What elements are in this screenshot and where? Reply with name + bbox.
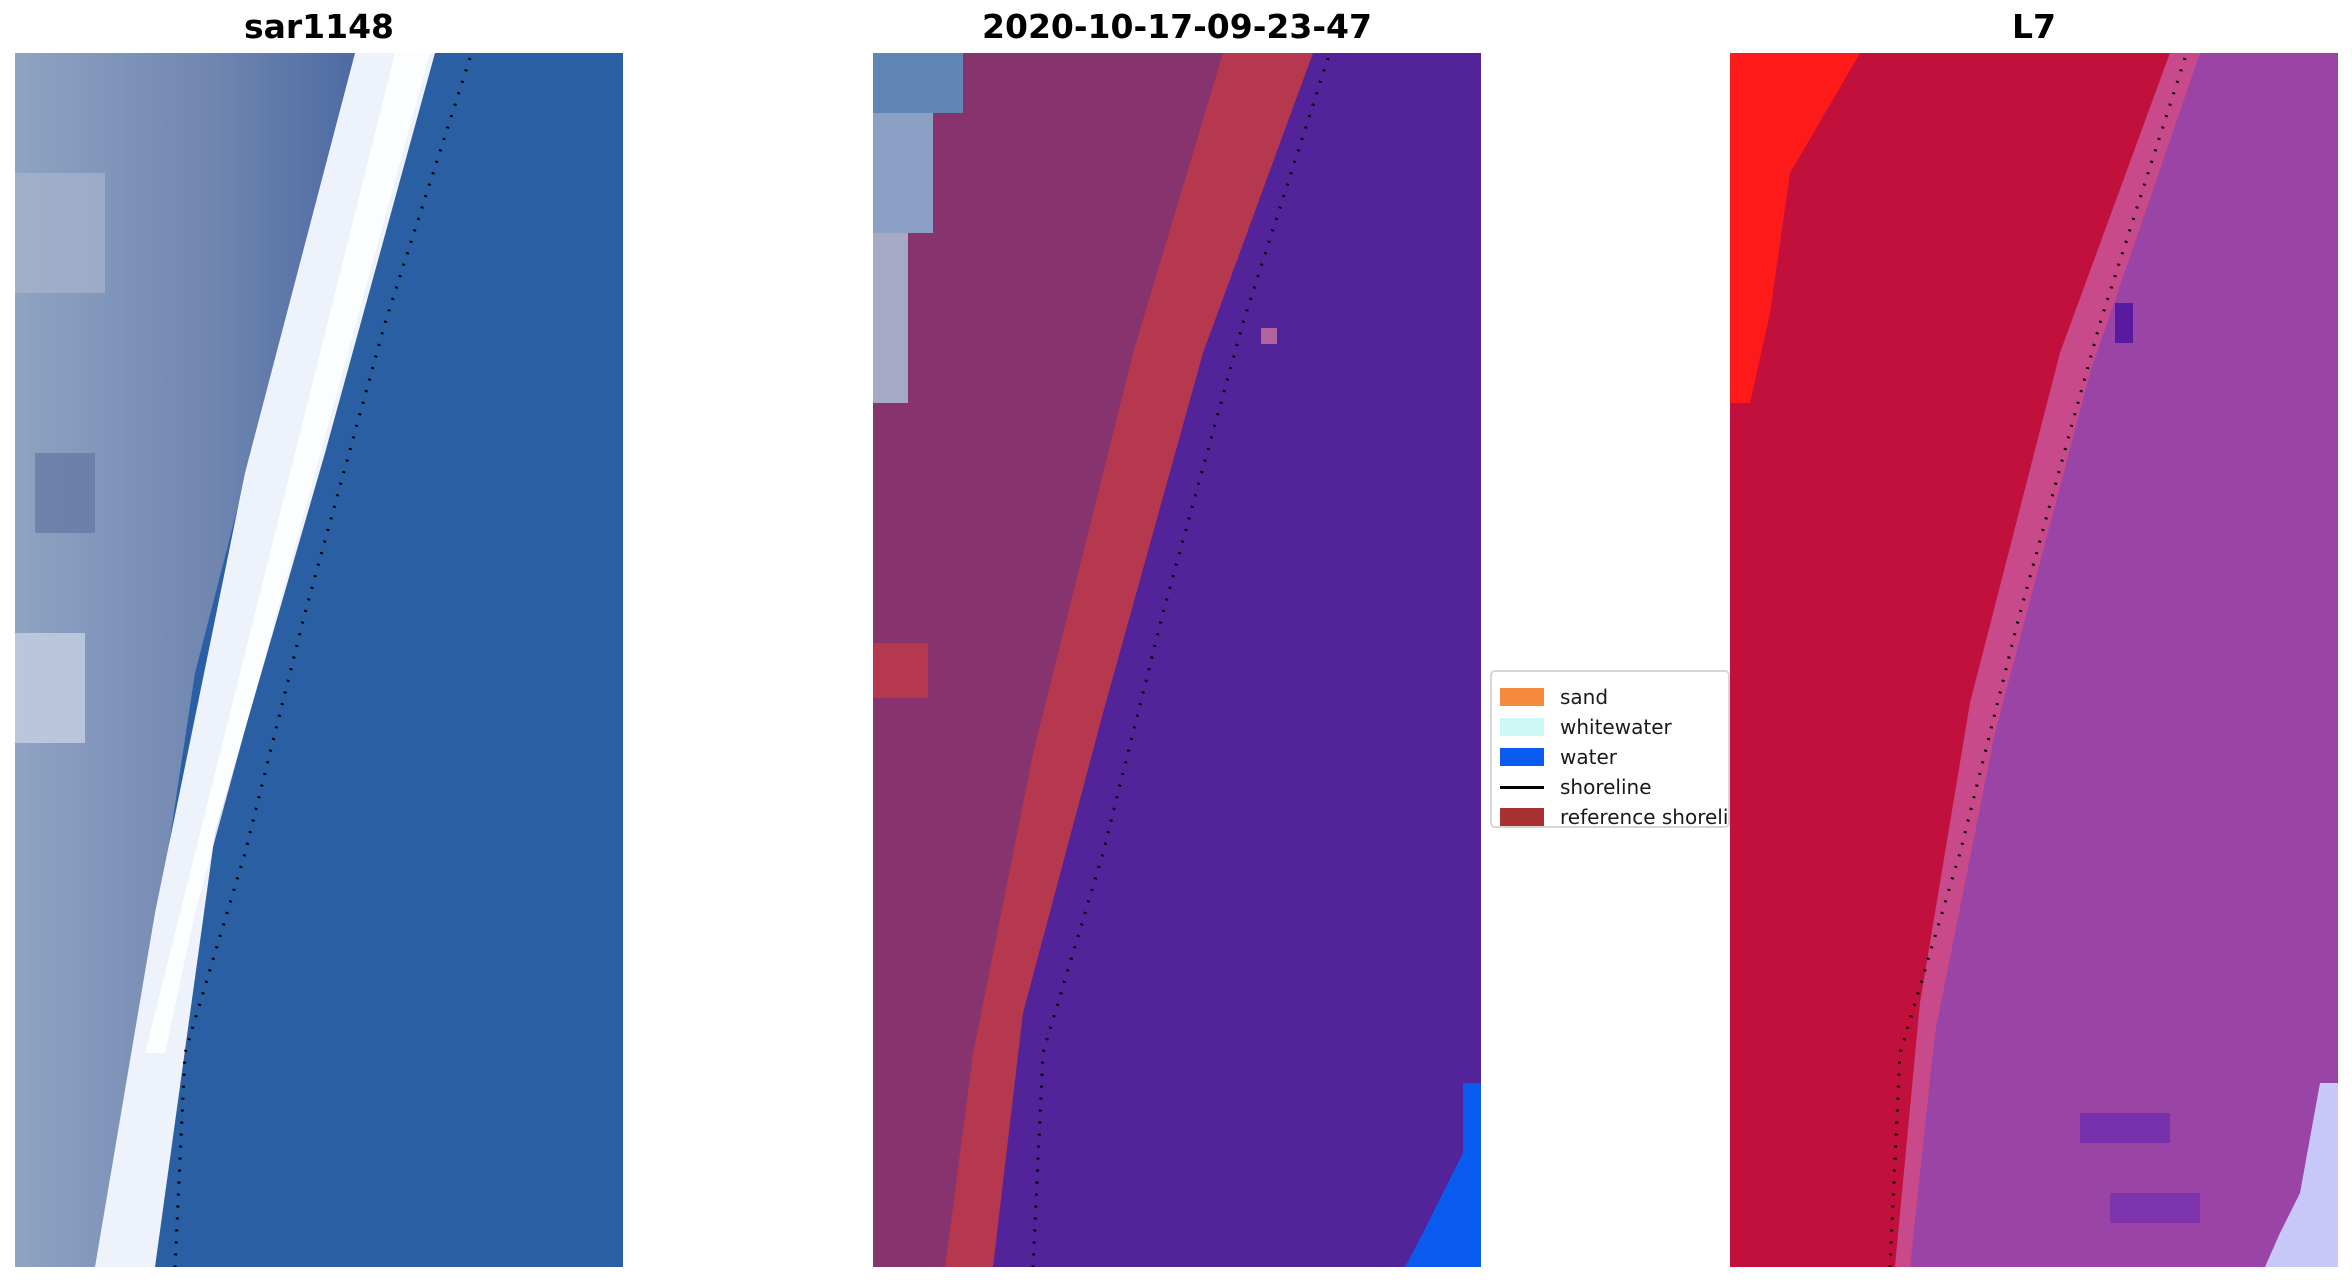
panel-rgb: sar1148 xyxy=(15,7,623,1267)
legend: sand whitewater water shoreline referenc… xyxy=(1490,670,1730,828)
legend-item-shoreline: shoreline xyxy=(1500,774,1652,800)
panel-classified: 2020-10-17-09-23-47 xyxy=(873,7,1481,1267)
legend-swatch-whitewater xyxy=(1500,718,1544,736)
legend-swatch-water xyxy=(1500,748,1544,766)
panel-title-rgb: sar1148 xyxy=(243,7,395,46)
panel-title-l7: L7 xyxy=(2012,7,2056,46)
legend-item-water: water xyxy=(1500,744,1617,770)
rgb-image xyxy=(15,53,623,1267)
classified-image xyxy=(873,53,1481,1267)
panel-title-classified: 2020-10-17-09-23-47 xyxy=(982,7,1372,46)
legend-label-water: water xyxy=(1560,745,1617,769)
panel-l7: L7 xyxy=(1730,7,2338,1267)
legend-label-sand: sand xyxy=(1560,685,1609,709)
legend-swatch-shoreline xyxy=(1500,785,1544,789)
legend-item-reference-shoreline: reference shoreline xyxy=(1500,804,1729,828)
legend-item-sand: sand xyxy=(1500,684,1608,710)
legend-swatch-sand xyxy=(1500,688,1544,706)
legend-label-shoreline: shoreline xyxy=(1560,775,1652,799)
legend-label-reference-shoreline: reference shoreline xyxy=(1560,805,1729,828)
legend-item-whitewater: whitewater xyxy=(1500,714,1672,740)
legend-label-whitewater: whitewater xyxy=(1560,715,1672,739)
legend-swatch-reference-shoreline xyxy=(1500,808,1544,826)
false-color-image xyxy=(1730,53,2338,1267)
